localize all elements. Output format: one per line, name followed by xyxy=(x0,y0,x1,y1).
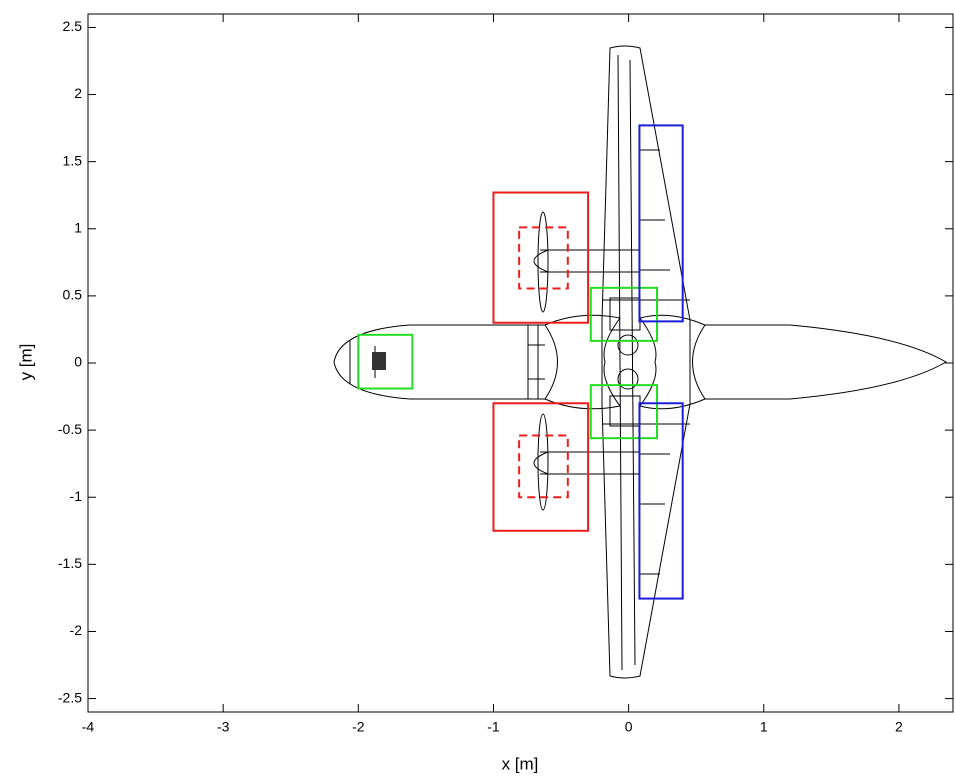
y-tick-label: -1.5 xyxy=(58,555,82,571)
x-tick-label: -4 xyxy=(82,719,95,735)
x-tick-label: -2 xyxy=(352,719,365,735)
y-tick-label: 0 xyxy=(74,354,82,370)
x-tick-label: 0 xyxy=(625,719,633,735)
y-tick-label: 2 xyxy=(74,85,82,101)
x-tick-label: 1 xyxy=(760,719,768,735)
x-tick-label: -3 xyxy=(217,719,230,735)
y-tick-label: -2.5 xyxy=(58,689,82,705)
aircraft-detail xyxy=(372,352,386,370)
page: {"chart_data": {"type": "rectangles", "x… xyxy=(0,0,955,779)
plot-area xyxy=(88,14,953,712)
y-axis-label: y [m] xyxy=(16,344,35,381)
x-axis-label: x [m] xyxy=(502,754,539,773)
y-tick-label: 2.5 xyxy=(63,18,83,34)
y-tick-label: 0.5 xyxy=(63,287,83,303)
chart: x [m] y [m] -4 -3 -2 -1 0 1 2 -2.5 -2 -1.5 -1 -0.5 0… xyxy=(0,0,955,779)
y-tick-label: -0.5 xyxy=(58,421,82,437)
x-tick-label: -1 xyxy=(487,719,500,735)
y-tick-label: -2 xyxy=(70,622,83,638)
y-tick-label: 1.5 xyxy=(63,152,83,168)
y-tick-label: -1 xyxy=(70,488,83,504)
y-tick-label: 1 xyxy=(74,219,82,235)
x-tick-label: 2 xyxy=(895,719,903,735)
